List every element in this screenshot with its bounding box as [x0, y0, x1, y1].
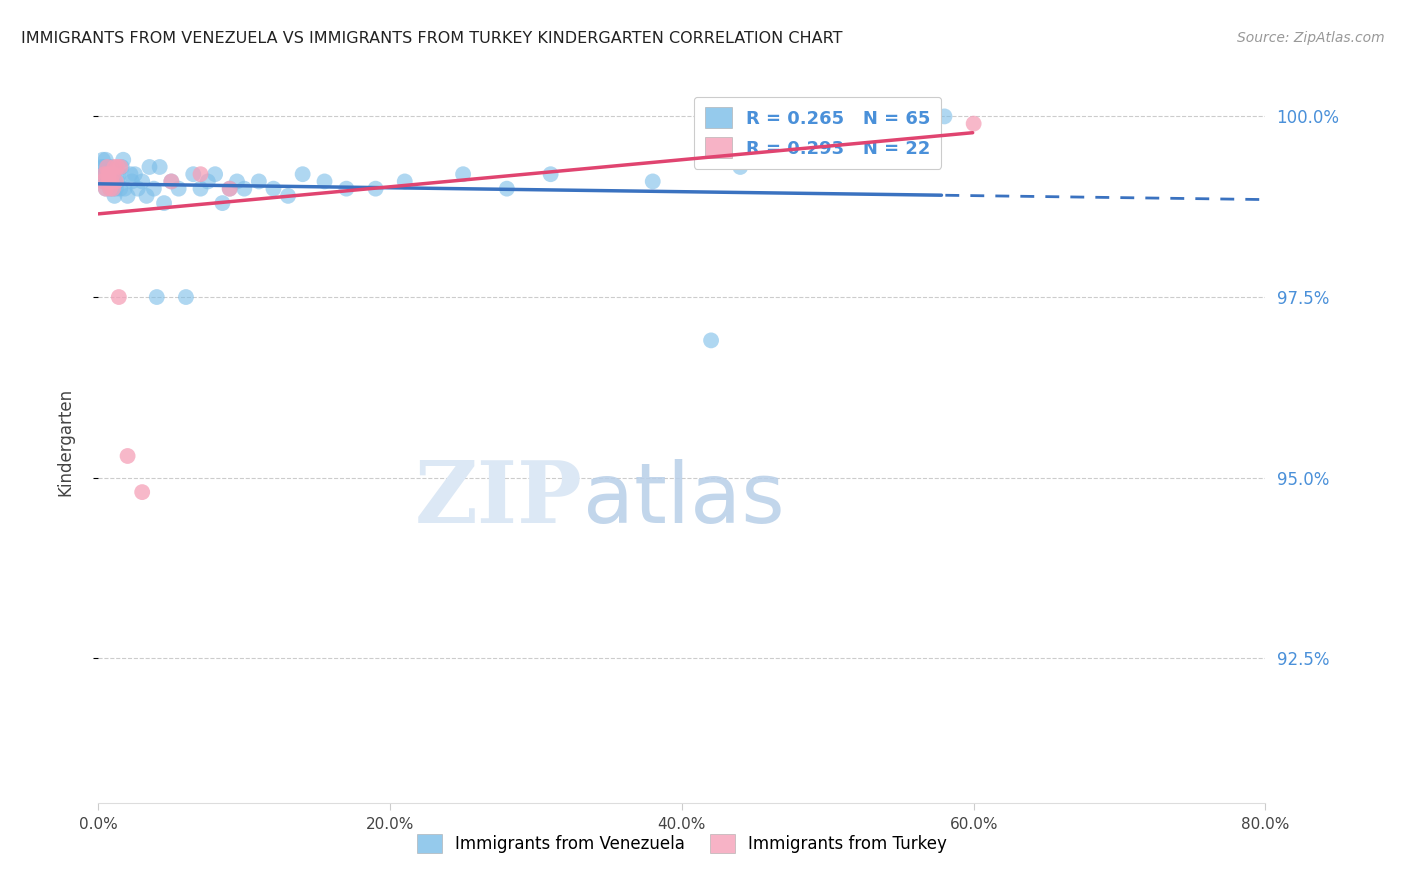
Point — [226, 174, 249, 188]
Point — [117, 449, 139, 463]
Point — [93, 174, 115, 188]
Point — [204, 167, 226, 181]
Point — [262, 181, 284, 195]
Point — [167, 181, 190, 195]
Point — [91, 167, 114, 181]
Text: IMMIGRANTS FROM VENEZUELA VS IMMIGRANTS FROM TURKEY KINDERGARTEN CORRELATION CHA: IMMIGRANTS FROM VENEZUELA VS IMMIGRANTS … — [21, 31, 842, 46]
Point — [100, 174, 122, 188]
Point — [97, 160, 120, 174]
Point — [131, 485, 153, 500]
Point — [91, 153, 114, 167]
Point — [314, 174, 336, 188]
Point — [197, 174, 219, 188]
Point — [94, 167, 117, 181]
Point — [105, 174, 128, 188]
Point — [96, 160, 118, 174]
Point — [108, 167, 131, 181]
Point — [97, 167, 120, 181]
Point — [211, 196, 233, 211]
Point — [138, 160, 160, 174]
Point — [277, 189, 299, 203]
Point — [100, 160, 122, 174]
Point — [641, 174, 664, 188]
Text: ZIP: ZIP — [415, 458, 582, 541]
Point — [97, 174, 120, 188]
Point — [124, 167, 146, 181]
Point — [96, 160, 118, 174]
Point — [93, 167, 115, 181]
Y-axis label: Kindergarten: Kindergarten — [56, 387, 75, 496]
Point — [121, 174, 143, 188]
Point — [218, 181, 240, 195]
Point — [700, 334, 723, 348]
Point — [120, 167, 142, 181]
Point — [114, 181, 136, 195]
Point — [104, 181, 127, 195]
Point — [247, 174, 270, 188]
Point — [218, 181, 240, 195]
Text: Source: ZipAtlas.com: Source: ZipAtlas.com — [1237, 31, 1385, 45]
Point — [730, 160, 752, 174]
Point — [153, 196, 176, 211]
Text: atlas: atlas — [582, 458, 785, 540]
Point — [962, 117, 984, 131]
Point — [96, 167, 118, 181]
Point — [101, 167, 124, 181]
Point — [160, 174, 183, 188]
Point — [98, 181, 121, 195]
Point — [451, 167, 474, 181]
Point — [291, 167, 314, 181]
Point — [135, 189, 157, 203]
Point — [103, 160, 125, 174]
Point — [96, 174, 118, 188]
Point — [101, 181, 124, 195]
Point — [100, 174, 122, 188]
Point — [90, 160, 112, 174]
Point — [110, 181, 132, 195]
Point — [94, 181, 117, 195]
Point — [160, 174, 183, 188]
Point — [190, 167, 212, 181]
Point — [127, 181, 149, 195]
Point — [94, 153, 117, 167]
Point — [335, 181, 357, 195]
Point — [364, 181, 387, 195]
Point — [112, 153, 135, 167]
Point — [105, 160, 128, 174]
Point — [496, 181, 519, 195]
Point — [233, 181, 256, 195]
Point — [103, 174, 125, 188]
Point — [111, 160, 134, 174]
Point — [104, 174, 127, 188]
Point — [97, 167, 120, 181]
Point — [394, 174, 416, 188]
Point — [91, 174, 114, 188]
Legend: Immigrants from Venezuela, Immigrants from Turkey: Immigrants from Venezuela, Immigrants fr… — [411, 827, 953, 860]
Point — [142, 181, 165, 195]
Point — [540, 167, 562, 181]
Point — [149, 160, 172, 174]
Point — [101, 181, 124, 195]
Point — [117, 189, 139, 203]
Point — [934, 109, 956, 123]
Point — [146, 290, 169, 304]
Point — [108, 290, 131, 304]
Point — [93, 160, 115, 174]
Point — [103, 189, 125, 203]
Point — [98, 181, 121, 195]
Point — [174, 290, 197, 304]
Point — [101, 167, 124, 181]
Point — [94, 181, 117, 195]
Point — [98, 174, 121, 188]
Point — [131, 174, 153, 188]
Point — [110, 160, 132, 174]
Point — [190, 181, 212, 195]
Point — [181, 167, 204, 181]
